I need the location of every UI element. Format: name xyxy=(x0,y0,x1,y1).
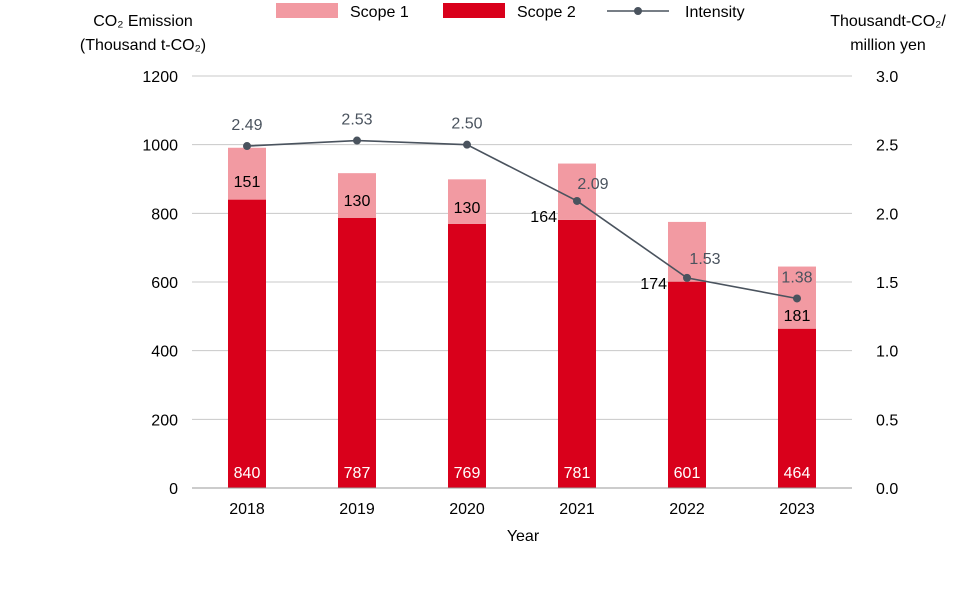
bar-scope2-2019 xyxy=(338,217,376,488)
y-right-tick-label: 1.0 xyxy=(876,344,898,361)
legend-label-scope1: Scope 1 xyxy=(350,4,409,21)
bar-scope2-2022 xyxy=(668,281,706,488)
y-left-tick-label: 1000 xyxy=(142,138,178,155)
legend-swatch-scope1 xyxy=(276,3,338,18)
intensity-point xyxy=(243,142,251,151)
scope1-value-label: 174 xyxy=(640,276,667,293)
intensity-line-group xyxy=(243,136,801,303)
x-tick-label: 2022 xyxy=(669,501,705,518)
scope2-value-label: 769 xyxy=(454,465,481,482)
y-left-tick-label: 600 xyxy=(151,275,178,292)
scope2-value-label: 787 xyxy=(344,465,371,482)
axes: 0200400600800100012000.00.51.01.52.02.53… xyxy=(142,69,898,518)
legend: Scope 1 Scope 2 Intensity xyxy=(276,3,745,21)
scope2-value-label: 464 xyxy=(784,465,811,482)
y-left-tick-label: 1200 xyxy=(142,69,178,86)
y-left-tick-label: 0 xyxy=(169,481,178,498)
y-right-tick-label: 0.5 xyxy=(876,412,898,429)
y-left-tick-label: 200 xyxy=(151,412,178,429)
legend-label-scope2: Scope 2 xyxy=(517,4,576,21)
intensity-value-label: 2.53 xyxy=(341,112,372,129)
y-left-title-line1: CO₂ Emission xyxy=(93,13,193,30)
y-right-tick-label: 0.0 xyxy=(876,481,898,498)
y-left-tick-label: 400 xyxy=(151,344,178,361)
y-right-title-line2: million yen xyxy=(850,37,926,54)
intensity-value-label: 1.38 xyxy=(781,269,812,286)
legend-marker-intensity xyxy=(634,7,642,15)
intensity-value-label: 2.09 xyxy=(577,176,608,193)
intensity-point xyxy=(793,294,801,303)
legend-label-intensity: Intensity xyxy=(685,4,745,21)
x-tick-label: 2020 xyxy=(449,501,485,518)
y-left-tick-label: 800 xyxy=(151,206,178,223)
y-right-title-line1: Thousandt-CO₂/ xyxy=(830,13,946,30)
y-right-tick-label: 2.0 xyxy=(876,206,898,223)
intensity-value-label: 2.49 xyxy=(231,117,262,134)
bar-scope1-2020 xyxy=(448,179,486,224)
bar-scope2-2018 xyxy=(228,199,266,488)
scope1-value-label: 164 xyxy=(530,209,557,226)
scope2-value-label: 840 xyxy=(234,465,261,482)
gridlines xyxy=(192,75,852,420)
scope1-value-label: 151 xyxy=(234,174,261,191)
data-labels: 840 787 769 781 601 464 151 130 130 164 174 181 2.49… xyxy=(231,112,812,482)
bar-scope2-2020 xyxy=(448,223,486,488)
bar-scope2-2023 xyxy=(778,328,816,488)
intensity-value-label: 1.53 xyxy=(689,251,720,268)
intensity-point xyxy=(683,273,691,282)
y-right-tick-label: 3.0 xyxy=(876,69,898,86)
y-left-title-line2: (Thousand t-CO₂) xyxy=(80,37,206,54)
intensity-point xyxy=(573,196,581,205)
scope2-value-label: 601 xyxy=(674,465,701,482)
scope1-value-label: 181 xyxy=(784,308,811,325)
scope1-value-label: 130 xyxy=(344,193,371,210)
y-right-tick-label: 2.5 xyxy=(876,138,898,155)
x-tick-label: 2023 xyxy=(779,501,815,518)
x-axis-title: Year xyxy=(507,528,540,545)
intensity-point xyxy=(463,140,471,149)
x-tick-label: 2021 xyxy=(559,501,595,518)
y-right-tick-label: 1.5 xyxy=(876,275,898,292)
intensity-value-label: 2.50 xyxy=(451,116,482,133)
axis-titles: CO₂ Emission (Thousand t-CO₂) Thousandt-CO… xyxy=(80,13,946,545)
legend-swatch-scope2 xyxy=(443,3,505,18)
bars xyxy=(228,147,816,488)
x-tick-label: 2019 xyxy=(339,501,375,518)
bar-scope1-2018 xyxy=(228,147,266,200)
intensity-line xyxy=(246,139,798,300)
scope2-value-label: 781 xyxy=(564,465,591,482)
bar-scope2-2021 xyxy=(558,219,596,488)
scope1-value-label: 130 xyxy=(454,200,481,217)
bar-scope1-2022 xyxy=(668,221,706,282)
x-tick-label: 2018 xyxy=(229,501,265,518)
bar-scope1-2019 xyxy=(338,173,376,218)
intensity-point xyxy=(353,136,361,145)
